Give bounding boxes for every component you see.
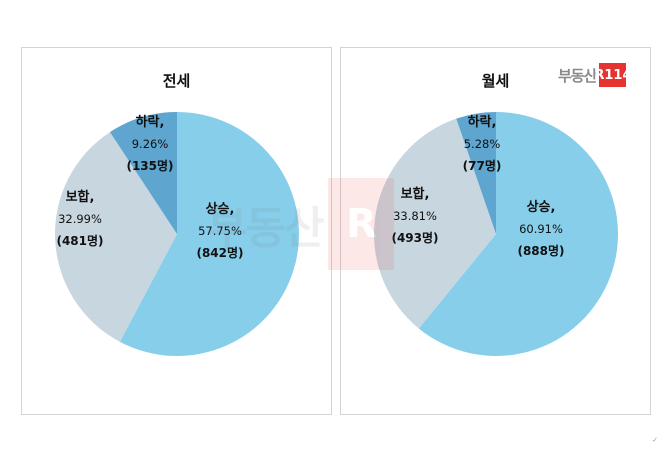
slice-label-0: 상승, 60.91% (888명): [517, 200, 564, 258]
jeonse-pie-chart: 상승, 57.75% (842명) 보합, 32.99% (481명) 하락, 9.26% (1…: [55, 112, 300, 357]
jeonse-chart-panel: 전세 상승, 57.75% (842명) 보합, 32.99% (481명) 하락, 9.26…: [21, 47, 332, 415]
pie-slice-1: [374, 118, 496, 329]
slice-label-2: 하락, 9.26% (135명): [126, 114, 173, 173]
pie-slice-0: [418, 112, 618, 356]
slice-label-2: 하락, 5.28% (77명): [463, 114, 502, 173]
pie-slice-0: [119, 112, 300, 357]
chart-title: 월세: [481, 72, 510, 90]
chart-title: 전세: [162, 72, 191, 90]
pie-slice-2: [109, 112, 177, 234]
wolse-pie-chart: 상승, 60.91% (888명) 보합, 33.81% (493명) 하락, 5.28% (7…: [374, 112, 618, 356]
slice-label-1: 보합, 32.99% (481명): [56, 189, 103, 248]
corner-mark: ✓: [652, 436, 658, 444]
logo-badge: R114: [594, 63, 631, 87]
wolse-chart-panel: 월세 상승, 60.91% (888명) 보합, 33.81% (493명) 하락, 5.28…: [340, 47, 651, 415]
pie-slice-1: [55, 132, 178, 342]
slice-label-1: 보합, 33.81% (493명): [391, 186, 438, 245]
logo-text: 부동산: [558, 66, 597, 85]
r114-logo: 부동산 R114: [558, 62, 631, 88]
pie-slice-2: [456, 112, 496, 234]
slice-label-0: 상승, 57.75% (842명): [196, 202, 243, 260]
